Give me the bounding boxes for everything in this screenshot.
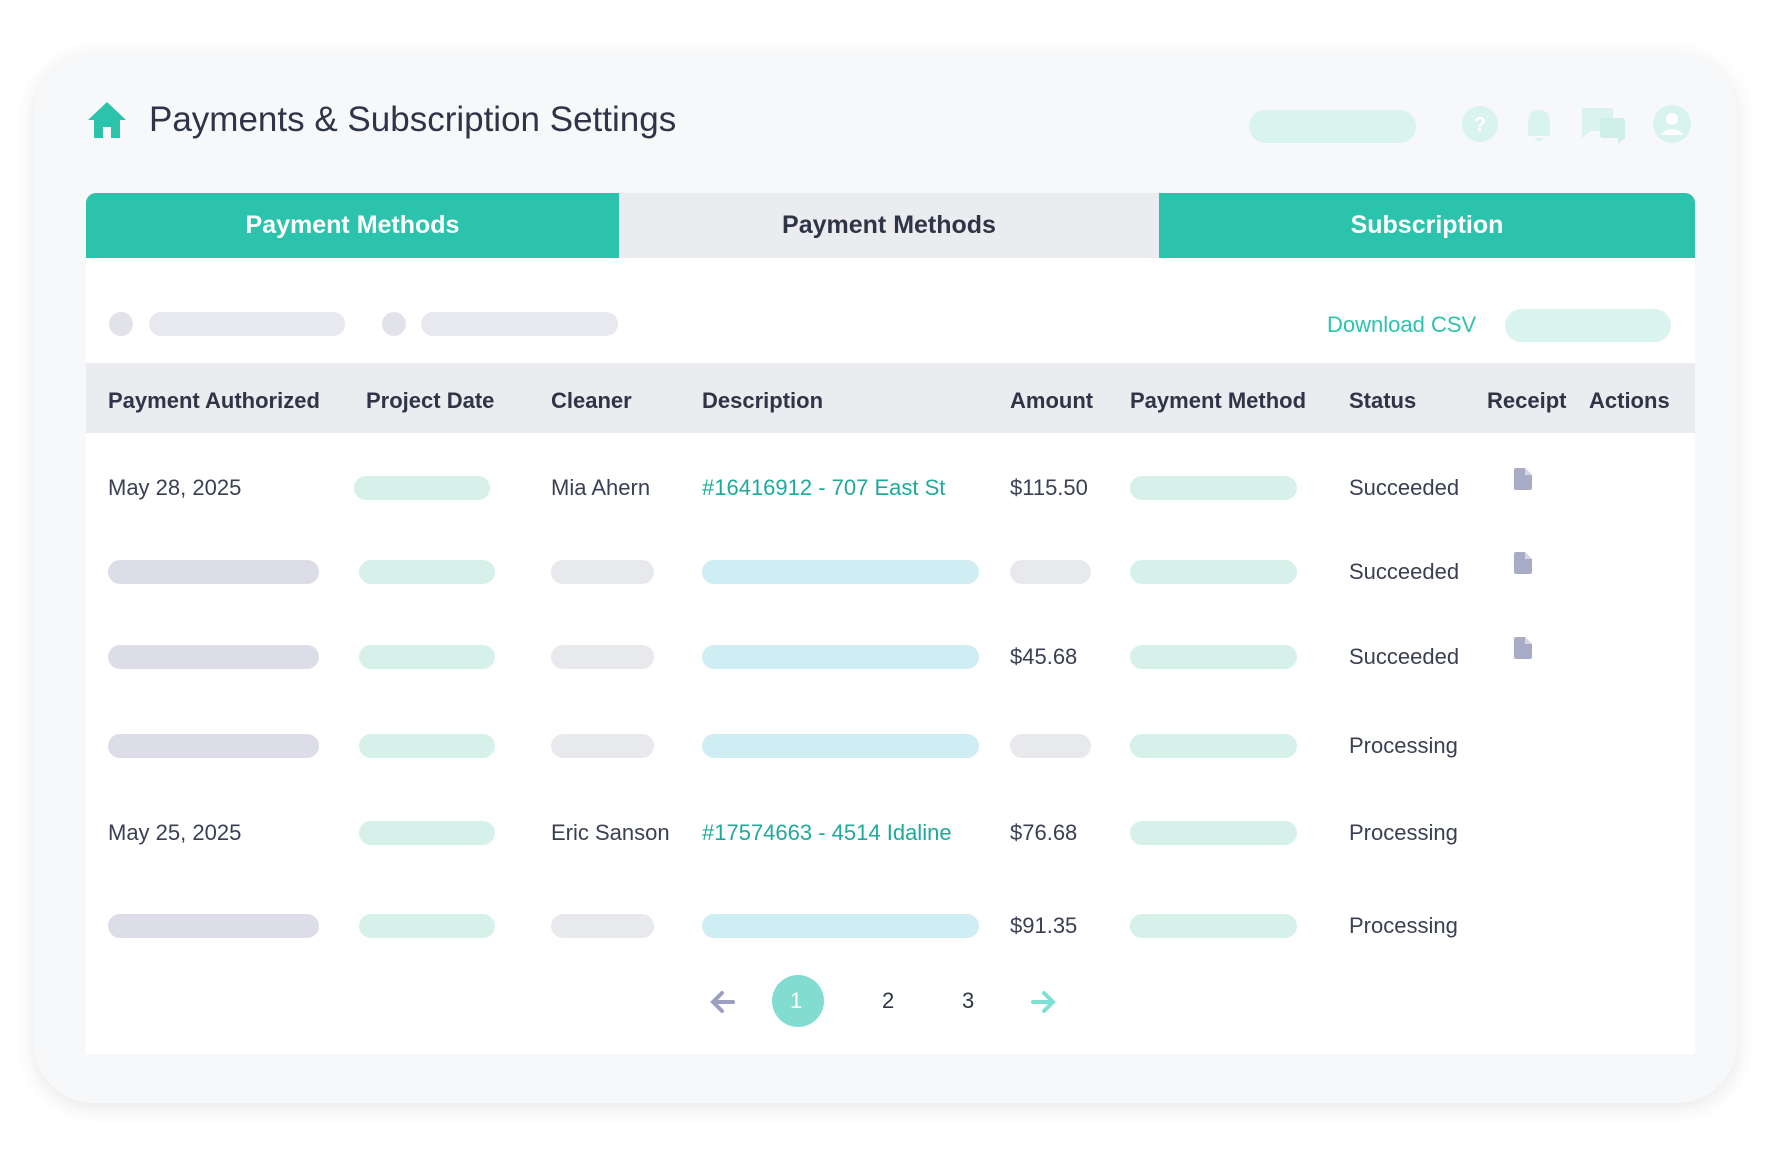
cell-placeholder bbox=[108, 914, 319, 938]
column-header: Status bbox=[1349, 388, 1417, 413]
description-link[interactable]: #17574663 - 4514 Idaline bbox=[702, 820, 952, 845]
column-header: Project Date bbox=[366, 388, 495, 413]
cell-placeholder bbox=[551, 560, 654, 584]
cell-placeholder bbox=[551, 645, 654, 669]
column-header: Payment Method bbox=[1130, 388, 1307, 413]
column-header: Cleaner bbox=[551, 388, 632, 413]
cell-placeholder bbox=[359, 645, 495, 669]
column-header: Payment Authorized bbox=[108, 388, 320, 413]
cell-placeholder bbox=[359, 914, 495, 938]
page-number[interactable]: 1 bbox=[790, 988, 803, 1013]
tab[interactable]: Payment Methods bbox=[86, 193, 619, 258]
receipt-icon[interactable] bbox=[1514, 637, 1532, 659]
cell-placeholder bbox=[702, 560, 979, 584]
tab[interactable]: Subscription bbox=[1159, 193, 1695, 258]
help-icon[interactable] bbox=[1462, 106, 1498, 142]
download-csv[interactable]: Download CSV bbox=[1327, 312, 1477, 337]
cell-placeholder bbox=[702, 734, 979, 758]
cell-placeholder bbox=[359, 560, 495, 584]
bell-icon[interactable] bbox=[1528, 110, 1550, 141]
table-cell: Mia Ahern bbox=[551, 475, 651, 500]
cell-placeholder bbox=[551, 734, 654, 758]
page-number[interactable]: 2 bbox=[882, 988, 895, 1013]
tab[interactable]: Payment Methods bbox=[619, 193, 1159, 258]
cell-placeholder bbox=[1010, 734, 1091, 758]
column-header: Amount bbox=[1010, 388, 1094, 413]
column-header: Receipt bbox=[1487, 388, 1567, 413]
receipt-icon[interactable] bbox=[1514, 552, 1532, 574]
cell-placeholder bbox=[1130, 914, 1297, 938]
table-cell: Processing bbox=[1349, 913, 1458, 938]
cell-placeholder bbox=[1010, 560, 1091, 584]
cell-placeholder bbox=[702, 914, 979, 938]
cell-placeholder bbox=[1130, 476, 1297, 500]
receipt-icon[interactable] bbox=[1514, 468, 1532, 490]
cell-placeholder bbox=[1130, 734, 1297, 758]
filter-placeholder bbox=[149, 312, 345, 336]
table-cell: $115.50 bbox=[1010, 475, 1088, 500]
table-cell: $76.68 bbox=[1010, 820, 1078, 845]
table-cell: May 28, 2025 bbox=[108, 475, 242, 500]
button-placeholder bbox=[1505, 309, 1671, 342]
page-title: Payments & Subscription Settings bbox=[149, 100, 677, 139]
next-arrow[interactable] bbox=[1031, 991, 1056, 1013]
filter-dot bbox=[109, 312, 133, 336]
table-cell: May 25, 2025 bbox=[108, 820, 242, 845]
pagination bbox=[710, 975, 1056, 1027]
table-cell: Succeeded bbox=[1349, 475, 1460, 500]
column-header: Description bbox=[702, 388, 824, 413]
table-cell: $91.35 bbox=[1010, 913, 1078, 938]
column-header: Actions bbox=[1589, 388, 1670, 413]
page-number[interactable]: 3 bbox=[962, 988, 975, 1013]
cell-placeholder bbox=[1130, 560, 1297, 584]
table-header bbox=[86, 363, 1695, 433]
table-cell: Succeeded bbox=[1349, 559, 1460, 584]
cell-placeholder bbox=[359, 821, 495, 845]
table-cell: Eric Sanson bbox=[551, 820, 670, 845]
header-icons: ? bbox=[1462, 105, 1691, 144]
page-current[interactable] bbox=[772, 975, 824, 1027]
cell-placeholder bbox=[359, 734, 495, 758]
table-cell: $45.68 bbox=[1010, 644, 1078, 669]
home-icon[interactable] bbox=[86, 100, 128, 140]
svg-text:?: ? bbox=[1474, 114, 1486, 136]
table-cell: Processing bbox=[1349, 733, 1458, 758]
cell-placeholder bbox=[108, 734, 319, 758]
cell-placeholder bbox=[108, 645, 319, 669]
cell-placeholder bbox=[1130, 821, 1297, 845]
cell-placeholder bbox=[1130, 645, 1297, 669]
filter-placeholder bbox=[421, 312, 618, 336]
description-link[interactable]: #16416912 - 707 East St bbox=[702, 475, 946, 500]
table-cell: Processing bbox=[1349, 820, 1458, 845]
filter-dot bbox=[382, 312, 406, 336]
cell-placeholder bbox=[108, 560, 319, 584]
search-placeholder bbox=[1249, 110, 1416, 143]
table-cell: Succeeded bbox=[1349, 644, 1460, 669]
cell-placeholder bbox=[551, 914, 654, 938]
cell-placeholder bbox=[702, 645, 979, 669]
cell-placeholder bbox=[354, 476, 490, 500]
prev-arrow[interactable] bbox=[710, 991, 735, 1013]
